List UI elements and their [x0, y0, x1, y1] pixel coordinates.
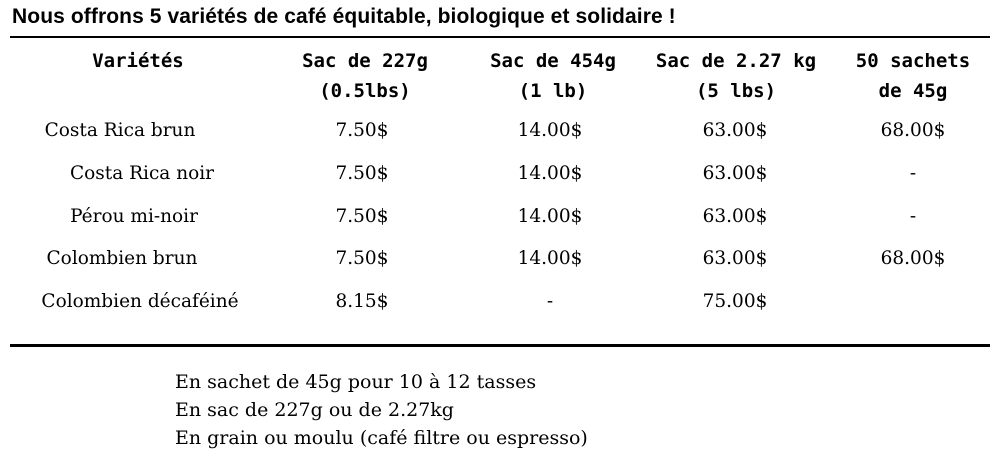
header-label: Sac de 454g [490, 50, 616, 72]
header-sublabel: (0.5lbs) [319, 80, 411, 102]
variety-name: Costa Rica brun [44, 120, 196, 141]
header-sac-2-27kg: Sac de 2.27 kg (5 lbs) [636, 46, 836, 106]
header-label: 50 sachets [855, 50, 971, 72]
variety-name: Colombien brun [46, 248, 198, 269]
price-sachets: - [909, 206, 917, 227]
header-sublabel: de 45g [878, 80, 948, 102]
price-454g: 14.00$ [517, 248, 583, 269]
price-454g: 14.00$ [517, 120, 583, 141]
header-label: Sac de 227g [302, 50, 428, 72]
header-varietes: Variétés [78, 46, 198, 76]
price-2-27kg: 63.00$ [702, 206, 768, 227]
header-sublabel: (1 lb) [518, 80, 588, 102]
header-sac-454g: Sac de 454g (1 lb) [468, 46, 638, 106]
price-2-27kg: 63.00$ [702, 163, 768, 184]
note-line: En grain ou moulu (café filtre ou espres… [175, 427, 588, 449]
price-sachets: 68.00$ [880, 248, 946, 269]
table-bottom-rule [10, 344, 990, 347]
price-227g: 7.50$ [335, 120, 389, 141]
price-227g: 7.50$ [335, 248, 389, 269]
header-label: Sac de 2.27 kg [655, 50, 817, 72]
page-title: Nous offrons 5 variétés de café équitabl… [12, 5, 676, 28]
price-454g: 14.00$ [517, 206, 583, 227]
price-2-27kg: 63.00$ [702, 120, 768, 141]
variety-name: Pérou mi-noir [70, 206, 198, 227]
table-top-rule [10, 36, 990, 38]
variety-name: Colombien décaféiné [41, 291, 239, 312]
variety-name: Costa Rica noir [69, 163, 215, 184]
price-2-27kg: 63.00$ [702, 248, 768, 269]
header-50-sachets: 50 sachets de 45g [838, 46, 988, 106]
price-sachets: 68.00$ [880, 120, 946, 141]
note-line: En sachet de 45g pour 10 à 12 tasses [175, 371, 537, 393]
price-227g: 7.50$ [335, 163, 389, 184]
header-sac-227g: Sac de 227g (0.5lbs) [280, 46, 450, 106]
header-label: Variétés [92, 50, 184, 72]
price-454g: 14.00$ [517, 163, 583, 184]
note-line: En sac de 227g ou de 2.27kg [175, 399, 454, 421]
price-227g: 7.50$ [335, 206, 389, 227]
price-2-27kg: 75.00$ [702, 291, 768, 312]
price-sachets: - [909, 163, 917, 184]
price-227g: 8.15$ [335, 291, 389, 312]
header-sublabel: (5 lbs) [695, 80, 777, 102]
price-454g: - [546, 291, 554, 312]
